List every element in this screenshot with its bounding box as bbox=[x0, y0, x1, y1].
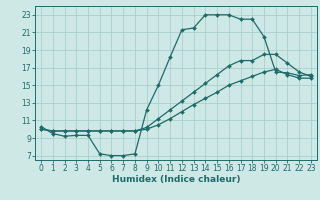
X-axis label: Humidex (Indice chaleur): Humidex (Indice chaleur) bbox=[112, 175, 240, 184]
